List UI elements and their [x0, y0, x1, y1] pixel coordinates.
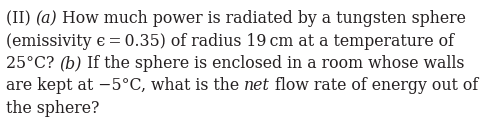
Text: (b): (b) [60, 55, 82, 72]
Text: net: net [244, 77, 270, 95]
Text: (II): (II) [6, 10, 36, 27]
Text: 25°C?: 25°C? [6, 55, 60, 72]
Text: are kept at −5°C, what is the: are kept at −5°C, what is the [6, 77, 244, 95]
Text: (emissivity ϵ = 0.35) of radius 19 cm at a temperature of: (emissivity ϵ = 0.35) of radius 19 cm at… [6, 33, 454, 49]
Text: flow rate of energy out of: flow rate of energy out of [270, 77, 478, 95]
Text: If the sphere is enclosed in a room whose walls: If the sphere is enclosed in a room whos… [82, 55, 464, 72]
Text: the sphere?: the sphere? [6, 100, 99, 117]
Text: (a): (a) [36, 10, 58, 27]
Text: How much power is radiated by a tungsten sphere: How much power is radiated by a tungsten… [58, 10, 466, 27]
